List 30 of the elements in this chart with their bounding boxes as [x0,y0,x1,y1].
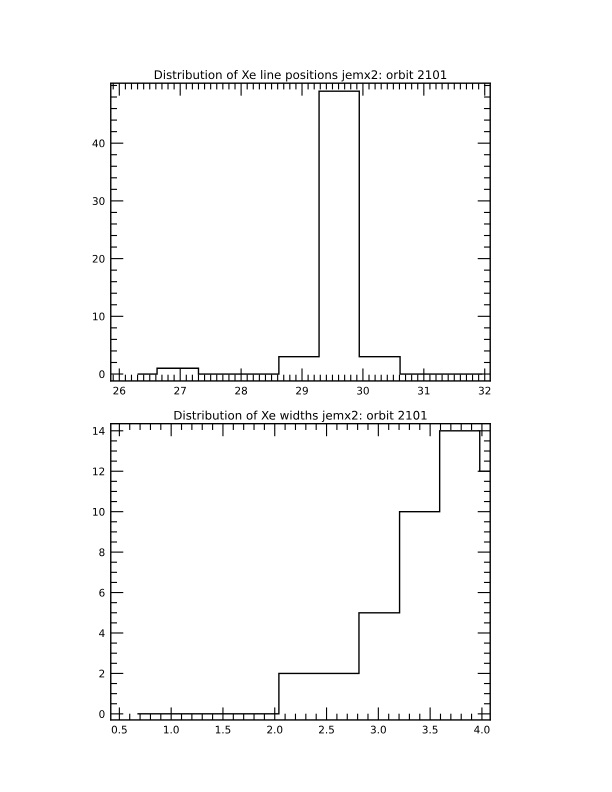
x-tick-label: 31 [418,386,430,395]
y-tick-label: 4 [99,629,105,637]
y-tick-label: 10 [93,312,105,320]
y-tick-label: 0 [99,710,105,718]
y-tick-label: 12 [93,467,104,476]
y-tick-label: 8 [99,548,105,556]
x-tick-label: 2.0 [267,726,282,734]
x-tick-label: 28 [235,386,248,395]
x-tick-label: 26 [113,386,126,395]
x-tick-label: 4.0 [474,726,490,734]
x-tick-label: 32 [478,386,490,395]
x-tick-label: 1.5 [216,726,230,734]
x-tick-label: 0.5 [112,726,127,734]
y-tick-label: 40 [92,139,105,148]
y-tick-label: 30 [92,197,105,205]
x-tick-label: 27 [174,386,186,394]
x-tick-label: 2.5 [319,726,334,734]
chart-title: Distribution of Xe widths jemx2: orbit 2101 [174,410,427,422]
y-tick-label: 0 [99,370,105,378]
y-tick-label: 14 [93,427,105,435]
x-tick-label: 3.5 [422,726,438,734]
chart-title: Distribution of Xe line positions jemx2: orbit 2101 [154,70,446,82]
y-tick-label: 6 [99,588,105,597]
y-tick-label: 10 [93,508,105,516]
y-tick-label: 2 [99,670,104,678]
x-tick-label: 1.0 [164,726,179,734]
y-tick-label: 20 [92,254,105,263]
x-tick-label: 30 [357,386,369,395]
x-tick-label: 3.0 [370,726,386,734]
x-tick-label: 29 [296,386,308,395]
